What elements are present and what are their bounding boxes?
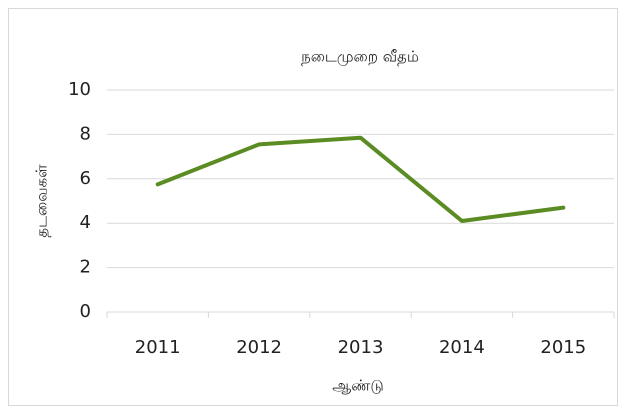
x-tick-label: 2013 [338, 337, 384, 358]
x-tick-label: 2015 [540, 337, 586, 358]
y-tick-label: 8 [80, 123, 91, 144]
x-tick-label: 2012 [236, 337, 282, 358]
y-tick-label: 0 [80, 301, 91, 322]
y-axis-label: தடவைகள் [33, 164, 51, 238]
x-tick-label: 2014 [439, 337, 485, 358]
y-tick-label: 4 [80, 212, 91, 233]
chart-border [8, 8, 618, 406]
chart-title: நடைமுறை வீதம் [301, 48, 419, 66]
y-tick-label: 6 [80, 168, 91, 189]
y-tick-label: 2 [80, 257, 91, 278]
x-axis-label: ஆண்டு [332, 377, 383, 395]
x-tick-label: 2011 [135, 337, 181, 358]
y-tick-label: 10 [68, 79, 91, 100]
line-series [155, 135, 566, 223]
